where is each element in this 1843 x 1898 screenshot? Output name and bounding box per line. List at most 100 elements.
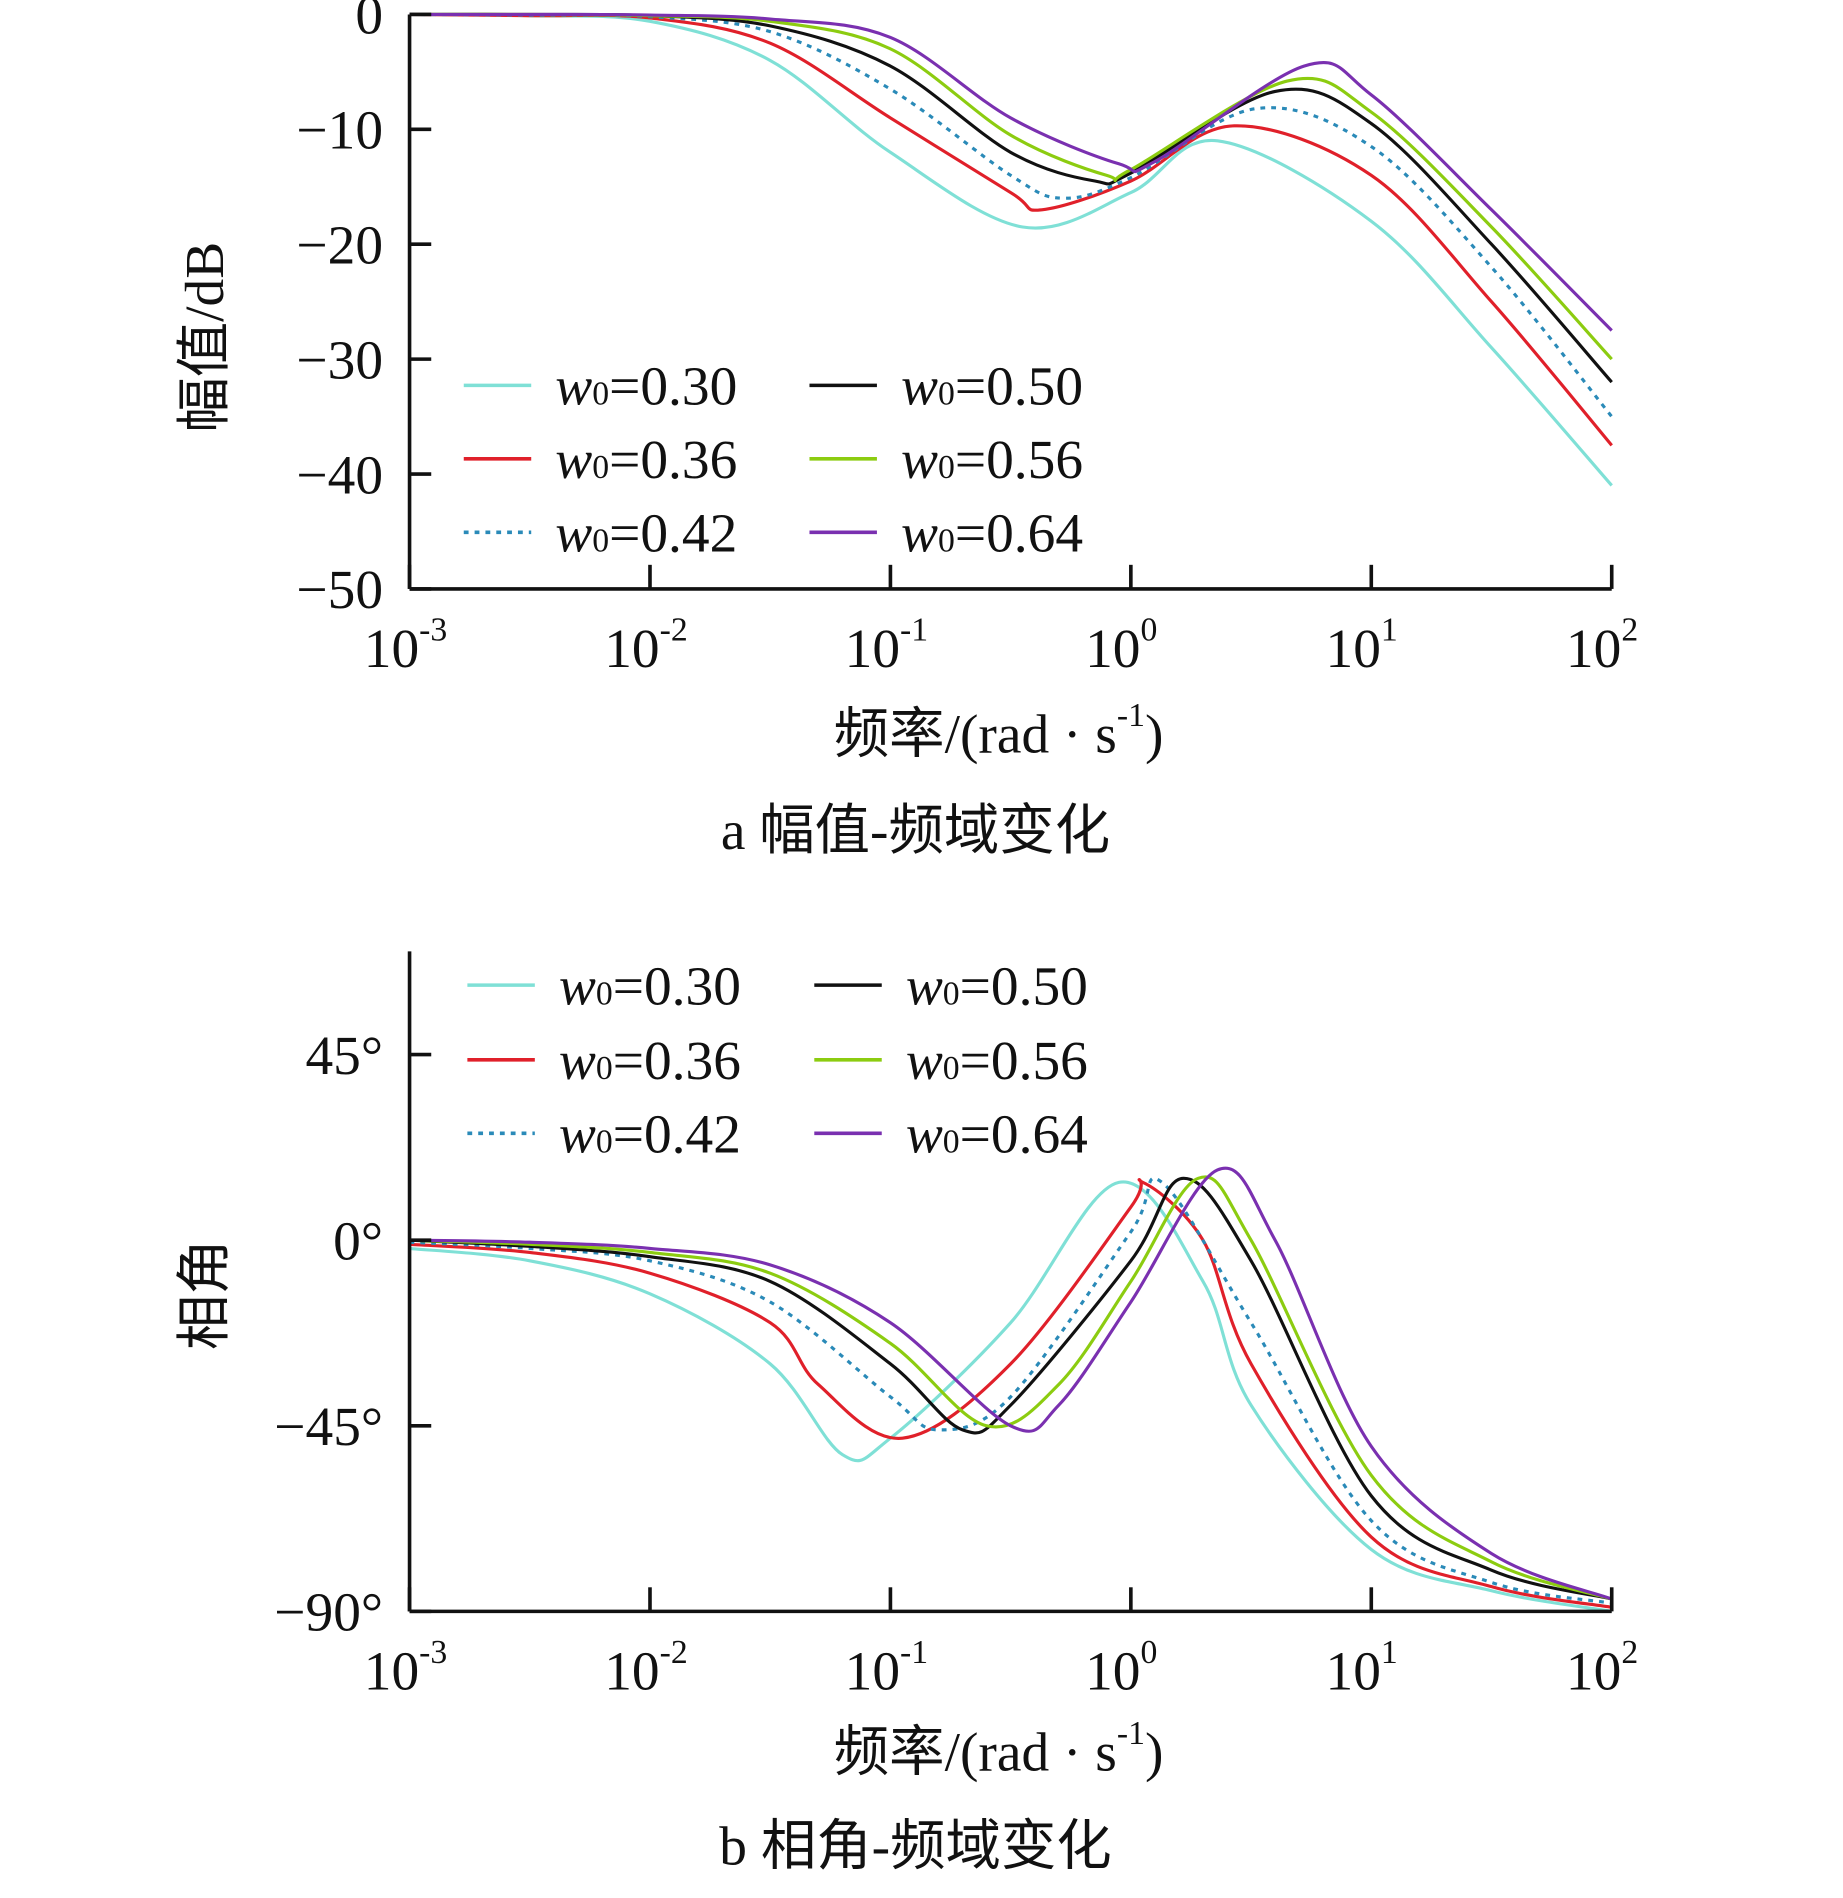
- legend-value: =0.36: [609, 429, 737, 490]
- x-tick-label: 101: [1326, 1634, 1398, 1701]
- x-tick-base: 10: [364, 1641, 419, 1702]
- legend-value: =0.64: [960, 1104, 1088, 1165]
- y-tick-label: −40: [296, 444, 383, 505]
- legend-var: w: [555, 429, 592, 490]
- x-tick-base: 10: [1326, 618, 1381, 679]
- legend-var: w: [906, 1104, 943, 1165]
- x-tick-label: 10-3: [364, 612, 447, 679]
- x-tick-exponent: 2: [1621, 1634, 1638, 1671]
- series-line-w0042: [409, 1176, 1612, 1605]
- x-tick-base: 10: [1085, 618, 1140, 679]
- x-tick-exponent: 0: [1140, 1634, 1157, 1671]
- series-line-w0064: [409, 12, 1613, 332]
- legend-label: w0=0.64: [906, 1104, 1088, 1165]
- series-line-w0050: [409, 1176, 1613, 1601]
- legend-label: w0=0.64: [901, 503, 1083, 564]
- legend-sub: 0: [943, 975, 960, 1012]
- x-tick-base: 10: [1085, 1641, 1140, 1702]
- x-tick-base: 10: [604, 618, 659, 679]
- legend-sub: 0: [938, 523, 955, 560]
- x-axis-label-sup: -1: [1117, 697, 1145, 734]
- x-axis-label-sup: -1: [1117, 1715, 1145, 1752]
- legend-value: =0.42: [609, 503, 737, 564]
- y-tick-label: −10: [296, 100, 383, 161]
- y-tick-label: −50: [296, 559, 383, 620]
- x-tick-label: 10-2: [604, 612, 687, 679]
- legend-label: w0=0.30: [559, 955, 741, 1016]
- legend-var: w: [555, 503, 592, 564]
- legend-value: =0.50: [955, 356, 1083, 417]
- legend-var: w: [555, 356, 592, 417]
- legend-label: w0=0.50: [906, 955, 1088, 1016]
- x-tick-exponent: 1: [1381, 612, 1398, 649]
- x-tick-label: 10-3: [364, 1634, 447, 1701]
- legend-var: w: [906, 955, 943, 1016]
- legend-var: w: [906, 1030, 943, 1091]
- legend-value: =0.30: [609, 356, 737, 417]
- legend-sub: 0: [592, 449, 609, 486]
- legend-value: =0.56: [955, 429, 1083, 490]
- legend-sub: 0: [592, 376, 609, 413]
- legend-sub: 0: [596, 1050, 613, 1087]
- x-axis-label-text: 频率/(rad · s: [834, 704, 1117, 765]
- x-tick-exponent: 2: [1621, 612, 1638, 649]
- y-axis-label: 幅值/dB: [174, 242, 235, 433]
- legend-sub: 0: [596, 1124, 613, 1161]
- x-axis-label: 频率/(rad · s-1): [834, 697, 1164, 764]
- x-tick-base: 10: [1566, 1641, 1621, 1702]
- legend-label: w0=0.30: [555, 356, 737, 417]
- series-line-w0030: [409, 12, 1613, 487]
- x-tick-label: 10-1: [845, 1634, 928, 1701]
- x-tick-exponent: -3: [419, 612, 447, 649]
- x-tick-base: 10: [364, 618, 419, 679]
- y-tick-label: 45°: [305, 1025, 383, 1086]
- series-line-w0056: [409, 1175, 1613, 1601]
- phase-plot: 45°0°−45°−90°10-3 10-2 10-1 100 101 102w0=0.3…: [174, 951, 1638, 1876]
- x-tick-label: 10-1: [845, 612, 928, 679]
- x-tick-base: 10: [1326, 1641, 1381, 1702]
- legend-value: =0.64: [955, 503, 1083, 564]
- series-line-w0036: [409, 1178, 1612, 1609]
- legend-label: w0=0.36: [559, 1030, 741, 1091]
- x-tick-label: 100: [1085, 612, 1157, 679]
- legend-value: =0.42: [613, 1104, 741, 1165]
- x-tick-exponent: -1: [900, 612, 928, 649]
- x-tick-base: 10: [1566, 618, 1621, 679]
- legend-label: w0=0.42: [559, 1104, 741, 1165]
- y-axis-label: 相角: [174, 1239, 235, 1350]
- legend-value: =0.36: [613, 1030, 741, 1091]
- legend-var: w: [559, 1030, 596, 1091]
- y-tick-label: −90°: [274, 1582, 383, 1643]
- x-tick-exponent: -3: [419, 1634, 447, 1671]
- y-tick-label: 0: [355, 0, 383, 46]
- x-axis-label-end: ): [1145, 1721, 1163, 1782]
- legend-sub: 0: [943, 1124, 960, 1161]
- x-axis-label-end: ): [1145, 704, 1163, 765]
- x-axis-label: 频率/(rad · s-1): [834, 1715, 1164, 1782]
- legend-sub: 0: [592, 523, 609, 560]
- legend-var: w: [559, 955, 596, 1016]
- x-tick-exponent: 0: [1140, 612, 1157, 649]
- figure-caption: b 相角-频域变化: [719, 1815, 1111, 1876]
- legend-label: w0=0.36: [555, 429, 737, 490]
- legend-sub: 0: [596, 975, 613, 1012]
- x-axis-label-text: 频率/(rad · s: [834, 1721, 1117, 1782]
- legend-sub: 0: [943, 1050, 960, 1087]
- series-line-w0056: [409, 12, 1613, 361]
- legend-var: w: [559, 1104, 596, 1165]
- x-tick-base: 10: [845, 618, 900, 679]
- legend-label: w0=0.56: [901, 429, 1083, 490]
- legend-sub: 0: [938, 449, 955, 486]
- legend-sub: 0: [938, 376, 955, 413]
- x-tick-label: 102: [1566, 1634, 1638, 1701]
- figure-caption: a 幅值-频域变化: [721, 800, 1110, 861]
- x-tick-label: 10-2: [604, 1634, 687, 1701]
- legend-value: =0.56: [960, 1030, 1088, 1091]
- legend-label: w0=0.50: [901, 356, 1083, 417]
- x-tick-label: 101: [1326, 612, 1398, 679]
- y-tick-label: −45°: [274, 1396, 383, 1457]
- series-line-w0030: [409, 1180, 1612, 1613]
- x-tick-exponent: 1: [1381, 1634, 1398, 1671]
